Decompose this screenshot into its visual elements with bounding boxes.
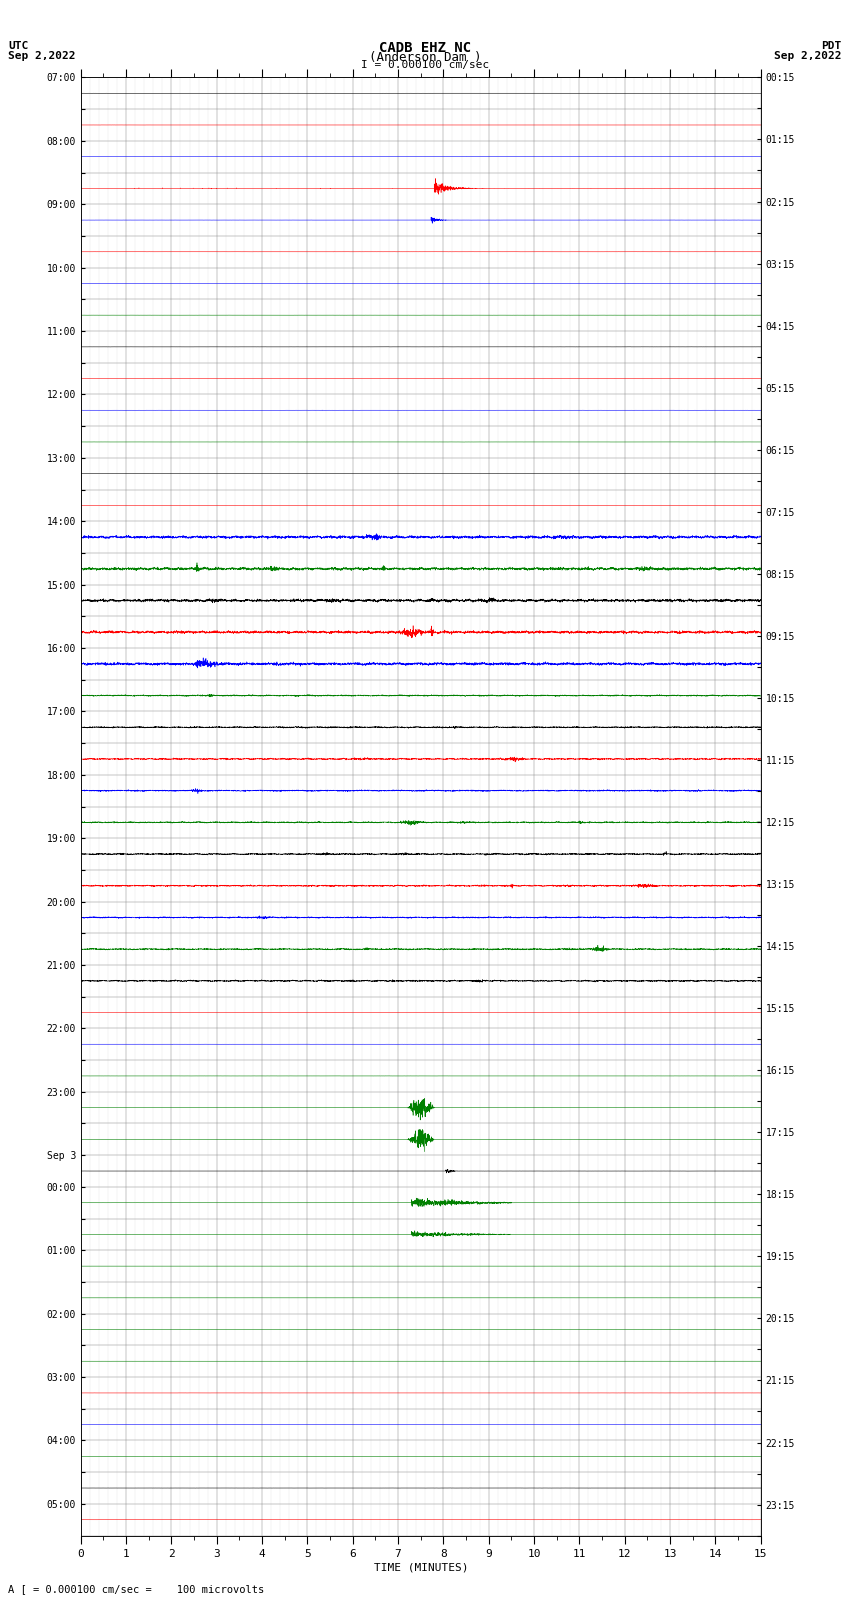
X-axis label: TIME (MINUTES): TIME (MINUTES) [373, 1563, 468, 1573]
Text: (Anderson Dam ): (Anderson Dam ) [369, 50, 481, 65]
Text: Sep 2,2022: Sep 2,2022 [8, 50, 76, 61]
Text: Sep 2,2022: Sep 2,2022 [774, 50, 842, 61]
Text: I = 0.000100 cm/sec: I = 0.000100 cm/sec [361, 60, 489, 71]
Text: PDT: PDT [821, 40, 842, 52]
Text: A [ = 0.000100 cm/sec =    100 microvolts: A [ = 0.000100 cm/sec = 100 microvolts [8, 1584, 264, 1594]
Text: CADB EHZ NC: CADB EHZ NC [379, 40, 471, 55]
Text: UTC: UTC [8, 40, 29, 52]
